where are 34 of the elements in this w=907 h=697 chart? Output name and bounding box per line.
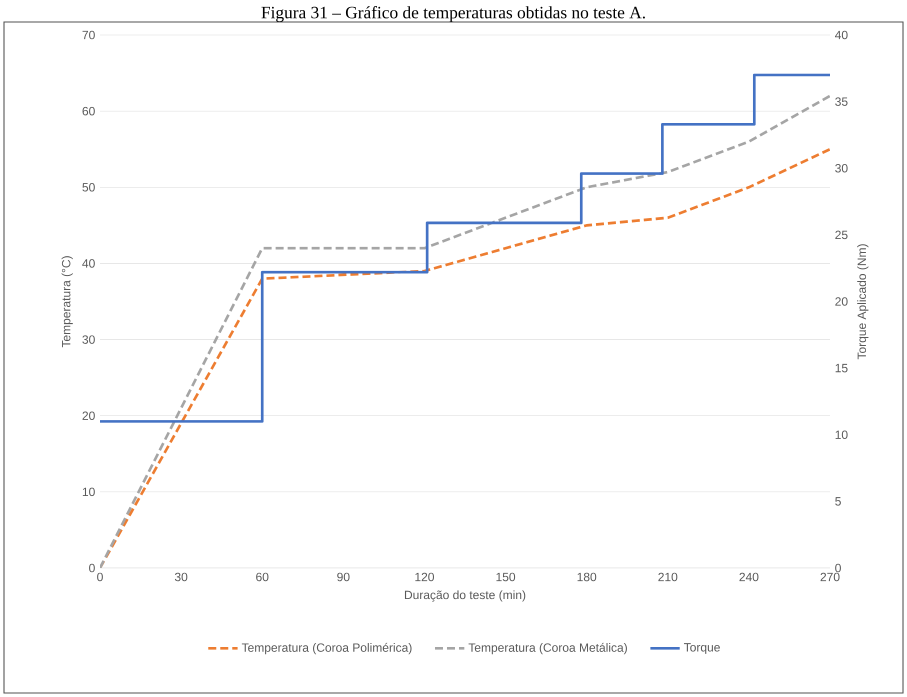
x-tick-label: 180 [578, 572, 596, 582]
legend-label: Temperatura (Coroa Metálica) [468, 642, 627, 654]
x-tick-label: 210 [658, 572, 678, 582]
y2-tick-label: 15 [836, 364, 848, 372]
chart-title: Figura 31 – Gráfico de temperaturas obtidas no teste A. [261, 6, 645, 22]
y2-tick-label: 10 [836, 430, 848, 440]
x-tick-label: 0 [97, 572, 103, 582]
y2-tick-label: 5 [835, 497, 841, 506]
x-tick-label: 60 [256, 572, 268, 582]
y2-tick-label: 30 [835, 164, 848, 173]
x-tick-label: 30 [174, 572, 188, 582]
y-tick-label: 30 [82, 335, 95, 344]
y-axis-title: Temperatura (°C) [62, 256, 73, 348]
x-tick-label: 240 [739, 572, 758, 582]
y-tick-label: 50 [82, 183, 95, 192]
y2-tick-label: 0 [835, 564, 841, 572]
y2-tick-label: 25 [835, 230, 848, 240]
x-axis-title: Duração do teste (min) [404, 590, 526, 602]
x-tick-label: 150 [496, 572, 516, 582]
x-tick-label: 90 [337, 572, 350, 582]
y2-tick-label: 40 [834, 30, 848, 40]
y-tick-label: 10 [82, 488, 95, 496]
legend-label: Torque [684, 643, 720, 654]
y2-tick-label: 20 [835, 297, 848, 306]
x-tick-label: 270 [820, 572, 840, 582]
x-tick-label: 120 [415, 572, 434, 582]
y-tick-label: 70 [82, 30, 95, 40]
y2-tick-label: 35 [835, 97, 848, 106]
y2-axis-title: Torque Aplicado (Nm) [857, 244, 868, 360]
legend-label: Temperatura (Coroa Polimérica) [242, 642, 412, 654]
y-tick-label: 0 [89, 564, 95, 572]
y-tick-label: 40 [82, 259, 95, 268]
y-tick-label: 60 [82, 106, 95, 116]
y-tick-label: 20 [82, 411, 95, 420]
